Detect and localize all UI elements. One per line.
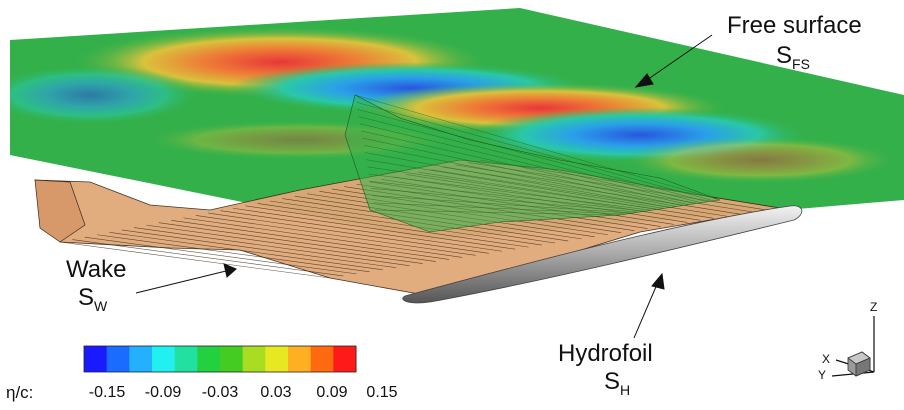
free-surface-symbol: SFS <box>776 42 810 72</box>
subscript-fs: FS <box>792 56 810 72</box>
legend-tick-label: -0.09 <box>144 384 182 401</box>
wake-mesh-line <box>232 207 516 250</box>
wake-mesh-line <box>245 205 529 248</box>
wake-upper-mesh-line <box>361 130 689 205</box>
legend-color-swatch <box>242 346 266 372</box>
wake-arrow <box>135 270 227 294</box>
wake-upper-mesh-line <box>359 123 696 204</box>
legend-color-swatch <box>152 346 176 372</box>
wake-rollup <box>34 179 86 243</box>
legend-color-swatch <box>333 346 357 372</box>
wake-mesh-line <box>171 219 450 260</box>
wake-upper-mesh-line <box>354 94 721 201</box>
x-axis-label: X <box>822 352 831 366</box>
legend-color-swatch <box>265 346 289 372</box>
wake-mesh-line <box>121 229 397 269</box>
wake-upper-mesh-line <box>367 166 658 210</box>
wake-upper-mesh-line <box>363 145 677 207</box>
legend-color-swatch <box>197 346 221 372</box>
wake-upper-mesh-line <box>358 116 702 204</box>
wake-label: Wake <box>66 256 126 284</box>
wake-mesh-line <box>72 239 344 277</box>
wake-symbol: SW <box>78 284 107 314</box>
subscript-h: H <box>620 382 631 398</box>
legend-color-swatch <box>174 346 198 372</box>
color-legend <box>83 345 357 373</box>
wake-upper-mesh-line <box>364 152 671 208</box>
axis-triad <box>831 316 875 377</box>
wake-upper-mesh-line <box>369 181 646 212</box>
free-surface-label: Free surface <box>727 12 862 40</box>
wake-upper-mesh-line <box>371 188 639 213</box>
wake-mesh-line <box>134 227 410 266</box>
wake-mesh-line <box>59 241 331 279</box>
hydrofoil-arrow <box>633 281 659 339</box>
legend-color-swatch <box>129 346 153 372</box>
hydrofoil-symbol: SH <box>604 368 630 398</box>
wake-mesh-line <box>220 210 503 252</box>
wake-upper-mesh-line <box>373 202 627 215</box>
free-surface-arrowhead <box>634 73 654 88</box>
wake-mesh-line <box>183 217 463 258</box>
wake-mesh-line <box>257 203 542 246</box>
wake-mesh-line <box>109 232 383 271</box>
legend-tick-label: -0.03 <box>201 384 239 401</box>
wake-mesh-line <box>146 224 423 264</box>
legend-tick-label: 0.09 <box>316 384 348 401</box>
wake-upper-mesh-line <box>372 195 633 214</box>
legend-color-swatch <box>106 346 130 372</box>
y-axis-label: Y <box>818 368 827 382</box>
legend-color-swatch <box>288 346 312 372</box>
wake-upper-mesh-line <box>357 109 708 203</box>
wave-trough <box>10 65 200 125</box>
legend-tick-label: 0.03 <box>260 384 292 401</box>
free-surface-title: Free surface <box>727 12 862 39</box>
legend-tick-label: -0.15 <box>88 384 126 401</box>
symbol-s: S <box>604 368 621 395</box>
legend-color-swatch <box>220 346 244 372</box>
wake-upper-mesh-line <box>368 173 652 211</box>
wake-title: Wake <box>66 256 127 283</box>
wake-upper-sheet <box>344 94 721 233</box>
free-surface-arrow <box>643 34 713 83</box>
wake-upper-mesh-line <box>356 101 714 202</box>
symbol-s: S <box>776 42 793 69</box>
wave-crest <box>620 136 900 184</box>
symbol-s: S <box>78 284 95 311</box>
wake-mesh-line <box>208 212 489 254</box>
wake-upper-mesh-line <box>366 159 664 209</box>
wake-mesh-line <box>195 215 476 256</box>
legend-border <box>83 345 357 373</box>
subscript-w: W <box>94 298 108 314</box>
hydrofoil-label: Hydrofoil <box>558 340 653 368</box>
z-axis-label: Z <box>870 300 878 314</box>
wake-mesh-line <box>97 234 370 273</box>
legend-variable-label: η/c: <box>6 383 34 402</box>
leader-arrows <box>135 34 713 339</box>
hydrofoil <box>402 205 803 304</box>
legend-tick-label: 0.15 <box>366 384 398 401</box>
hydrofoil-title: Hydrofoil <box>558 340 653 367</box>
legend-color-swatch <box>310 346 334 372</box>
wake-mesh-line <box>158 222 436 262</box>
wake-upper-mesh-line <box>362 137 683 206</box>
wake-arrowhead <box>223 263 237 278</box>
wake-mesh-line <box>84 236 357 275</box>
legend-color-swatch <box>84 346 108 372</box>
hydrofoil-arrowhead <box>651 272 665 290</box>
wake-upper-mesh-line <box>374 209 621 216</box>
